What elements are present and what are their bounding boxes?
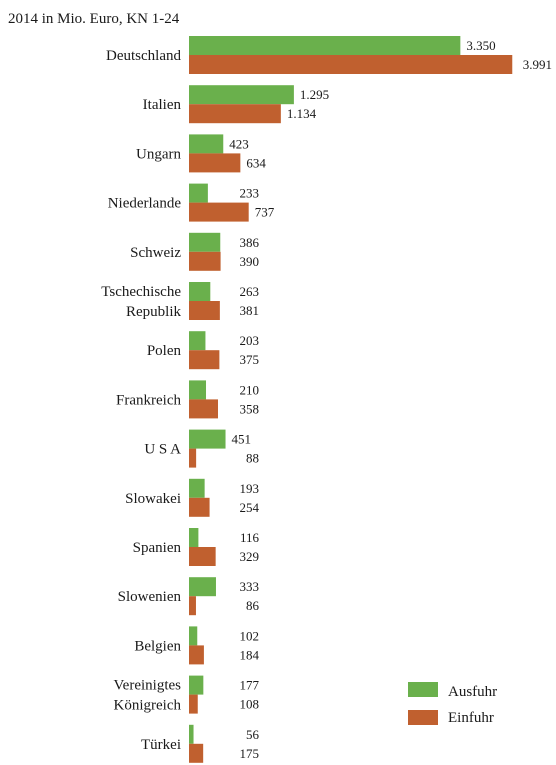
bar-einfuhr-2: [189, 153, 241, 173]
bar-ausfuhr-10: [189, 528, 199, 547]
value-label-einfuhr-10: 329: [240, 549, 260, 564]
category-label-0: Deutschland: [106, 48, 181, 64]
value-label-einfuhr-7: 358: [240, 401, 260, 416]
value-label-ausfuhr-10: 116: [240, 530, 260, 545]
category-label-11: Slowenien: [118, 589, 182, 605]
value-label-einfuhr-8: 88: [246, 451, 259, 466]
category-label-14: Türkei: [141, 737, 181, 753]
value-label-ausfuhr-11: 333: [240, 579, 260, 594]
value-label-einfuhr-2: 634: [246, 155, 266, 170]
value-labels-group: 3.350 3.991 1.295 1.134 423 634 233 737 386 390 26…: [229, 38, 552, 761]
bar-ausfuhr-7: [189, 380, 207, 400]
legend: Ausfuhr Einfuhr: [408, 682, 497, 726]
value-label-einfuhr-3: 737: [255, 205, 275, 220]
category-label-5-line0: Tschechische: [101, 284, 181, 300]
value-label-ausfuhr-8: 451: [232, 432, 252, 447]
value-label-ausfuhr-7: 210: [240, 382, 260, 397]
value-label-einfuhr-5: 381: [240, 303, 260, 318]
legend-swatch-ausfuhr: [408, 682, 438, 697]
value-label-einfuhr-1: 1.134: [287, 106, 317, 121]
category-label-13-line1: Königreich: [114, 698, 182, 714]
value-label-einfuhr-14: 175: [240, 746, 260, 761]
value-label-einfuhr-12: 184: [240, 647, 260, 662]
bar-ausfuhr-1: [189, 85, 294, 105]
category-label-13-line0: Vereinigtes: [114, 678, 182, 694]
legend-label-einfuhr: Einfuhr: [448, 710, 494, 726]
category-labels-group: Deutschland Italien Ungarn Niederlande Schwe…: [101, 48, 181, 753]
value-label-einfuhr-11: 86: [246, 598, 260, 613]
bar-einfuhr-3: [189, 202, 249, 222]
category-label-4: Schweiz: [130, 245, 181, 261]
bar-ausfuhr-2: [189, 134, 224, 154]
category-label-10: Spanien: [133, 540, 182, 556]
value-label-einfuhr-9: 254: [240, 500, 260, 515]
value-label-einfuhr-6: 375: [240, 352, 260, 367]
value-label-ausfuhr-9: 193: [240, 481, 260, 496]
category-label-7: Frankreich: [116, 392, 181, 408]
value-label-einfuhr-4: 390: [240, 254, 260, 269]
category-label-5-line1: Republik: [126, 304, 181, 320]
bar-ausfuhr-11: [189, 577, 216, 597]
category-label-1: Italien: [143, 97, 182, 113]
bar-ausfuhr-9: [189, 478, 205, 498]
bar-ausfuhr-8: [189, 429, 226, 449]
value-label-ausfuhr-3: 233: [240, 186, 260, 201]
value-label-einfuhr-13: 108: [240, 697, 260, 712]
bar-ausfuhr-13: [189, 675, 204, 695]
bar-ausfuhr-4: [189, 232, 221, 252]
legend-label-ausfuhr: Ausfuhr: [448, 684, 497, 700]
value-label-ausfuhr-6: 203: [240, 333, 260, 348]
bars-group: [189, 36, 513, 763]
category-label-8: U S A: [144, 442, 181, 458]
bar-ausfuhr-5: [189, 282, 211, 301]
value-label-ausfuhr-14: 56: [246, 727, 260, 742]
value-label-ausfuhr-13: 177: [240, 678, 260, 693]
bar-ausfuhr-3: [189, 183, 208, 203]
bar-einfuhr-8: [189, 448, 197, 468]
value-label-ausfuhr-2: 423: [229, 136, 249, 151]
bar-einfuhr-7: [189, 399, 218, 419]
value-label-ausfuhr-4: 386: [240, 235, 260, 250]
category-label-2: Ungarn: [136, 146, 181, 162]
category-label-6: Polen: [147, 343, 182, 359]
bar-einfuhr-0: [189, 55, 513, 74]
bar-einfuhr-12: [189, 645, 204, 665]
value-label-ausfuhr-0: 3.350: [466, 38, 495, 53]
category-label-3: Niederlande: [108, 196, 182, 212]
bar-einfuhr-4: [189, 251, 221, 271]
bar-einfuhr-1: [189, 104, 281, 124]
category-label-9: Slowakei: [125, 491, 181, 507]
bar-ausfuhr-0: [189, 36, 461, 55]
value-label-einfuhr-0: 3.991: [523, 57, 552, 72]
category-label-12: Belgien: [134, 638, 181, 654]
bar-einfuhr-5: [189, 301, 220, 320]
bar-einfuhr-11: [189, 596, 196, 616]
bar-ausfuhr-6: [189, 331, 206, 351]
bar-einfuhr-13: [189, 694, 198, 714]
value-label-ausfuhr-12: 102: [240, 628, 260, 643]
value-label-ausfuhr-5: 263: [240, 284, 260, 299]
bar-einfuhr-14: [189, 743, 204, 763]
value-label-ausfuhr-1: 1.295: [300, 87, 329, 102]
bar-einfuhr-6: [189, 350, 220, 370]
bar-einfuhr-9: [189, 497, 210, 517]
bar-ausfuhr-14: [189, 724, 194, 744]
bar-ausfuhr-12: [189, 626, 198, 646]
bar-einfuhr-10: [189, 547, 216, 566]
legend-swatch-einfuhr: [408, 710, 438, 725]
chart-title: 2014 in Mio. Euro, KN 1-24: [8, 11, 180, 27]
